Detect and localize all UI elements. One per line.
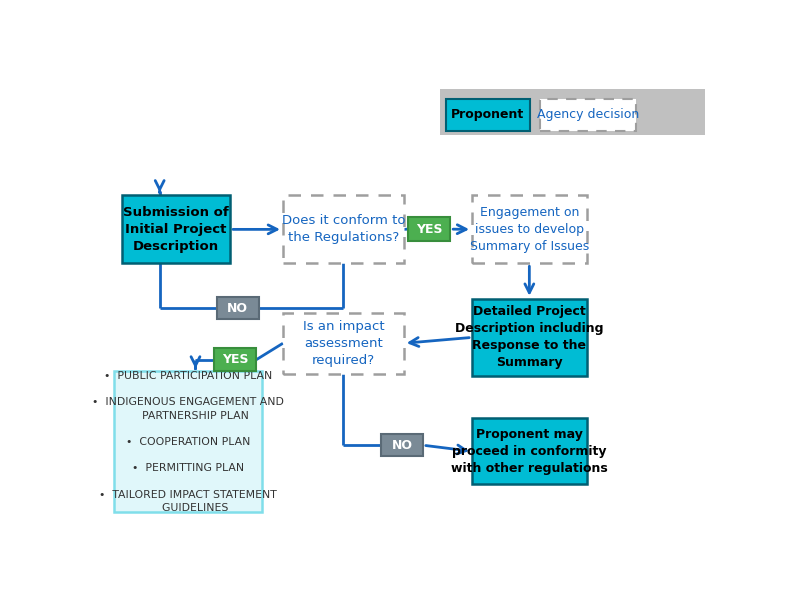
Bar: [283, 313, 404, 374]
Text: NO: NO: [227, 301, 248, 315]
Bar: [472, 195, 586, 264]
Text: •  PUBLIC PARTICIPATION PLAN

•  INDIGENOUS ENGAGEMENT AND
    PARTNERSHIP PLAN
: • PUBLIC PARTICIPATION PLAN • INDIGENOUS…: [92, 371, 284, 513]
Text: Submission of
Initial Project
Description: Submission of Initial Project Descriptio…: [123, 206, 229, 253]
Bar: [408, 217, 450, 241]
Bar: [283, 195, 404, 264]
Bar: [440, 89, 705, 135]
Bar: [122, 195, 230, 264]
Bar: [472, 418, 586, 484]
Bar: [540, 99, 636, 131]
Bar: [217, 297, 258, 319]
Text: Proponent: Proponent: [451, 108, 525, 121]
Bar: [114, 371, 262, 512]
Text: NO: NO: [391, 439, 413, 451]
Text: YES: YES: [222, 353, 249, 366]
Text: Detailed Project
Description including
Response to the
Summary: Detailed Project Description including R…: [455, 306, 604, 370]
Text: Agency decision: Agency decision: [537, 108, 639, 121]
Bar: [446, 99, 530, 131]
Text: Is an impact
assessment
required?: Is an impact assessment required?: [302, 320, 384, 367]
Text: Does it conform to
the Regulations?: Does it conform to the Regulations?: [282, 214, 405, 245]
Bar: [381, 434, 423, 456]
Bar: [472, 299, 586, 376]
Text: Proponent may
proceed in conformity
with other regulations: Proponent may proceed in conformity with…: [451, 428, 608, 475]
Text: YES: YES: [416, 223, 442, 235]
Bar: [214, 348, 256, 371]
Text: Engagement on
issues to develop
Summary of Issues: Engagement on issues to develop Summary …: [470, 206, 589, 253]
